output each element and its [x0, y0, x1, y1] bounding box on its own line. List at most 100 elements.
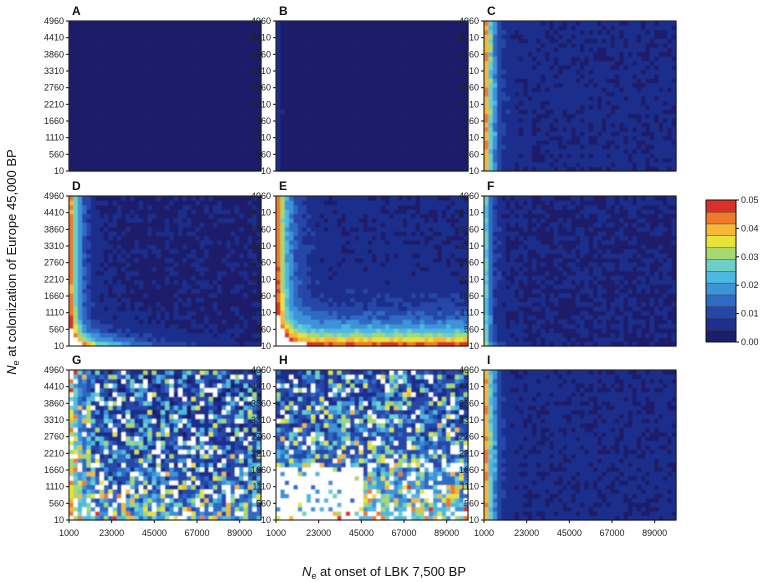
heat-cell — [454, 162, 460, 167]
heat-cell — [199, 104, 205, 110]
heat-cell — [121, 91, 127, 97]
heat-cell — [497, 34, 502, 40]
heat-cell — [186, 166, 192, 172]
heat-cell — [121, 51, 127, 57]
heat-cell — [385, 148, 390, 154]
heat-cell — [510, 135, 515, 141]
heat-cell — [549, 96, 555, 101]
heat-cell — [341, 34, 347, 40]
heat-cell — [121, 157, 127, 163]
heat-cell — [90, 87, 96, 92]
heat-cell — [173, 73, 179, 79]
heat-cell — [191, 87, 196, 92]
heat-cell — [169, 315, 175, 320]
heat-cell — [69, 148, 74, 154]
heat-cell — [217, 153, 223, 159]
heat-cell — [536, 91, 542, 97]
heat-cell — [372, 113, 377, 119]
heat-cell — [230, 73, 236, 79]
heat-cell — [103, 78, 109, 84]
plot-frame — [483, 20, 677, 172]
heat-cell — [125, 109, 131, 115]
heat-cell — [505, 144, 511, 150]
heat-cell — [350, 166, 355, 172]
heat-cell — [147, 69, 153, 75]
heat-cell — [632, 87, 638, 92]
heat-cell — [182, 60, 188, 66]
heat-cell — [328, 135, 334, 141]
heat-cell — [645, 38, 651, 44]
heat-cell — [437, 131, 443, 137]
heat-cell — [103, 319, 109, 325]
heat-cell — [293, 157, 299, 163]
heat-cell — [433, 162, 438, 167]
heat-cell — [345, 47, 351, 53]
heat-cell — [199, 25, 205, 31]
heat-cell — [662, 78, 668, 84]
heat-cell — [324, 131, 329, 137]
heat-cell — [208, 109, 214, 115]
heat-cell — [156, 51, 162, 57]
heat-cell — [95, 337, 100, 342]
heat-cell — [173, 38, 179, 44]
heat-cell — [549, 122, 555, 128]
heat-cell — [99, 82, 105, 88]
heat-cell — [276, 118, 281, 123]
heat-cell — [319, 65, 325, 70]
heat-cell — [641, 43, 646, 48]
heat-cell — [182, 140, 188, 145]
heat-cell — [492, 126, 498, 132]
heat-cell — [99, 113, 105, 119]
heat-cell — [182, 162, 188, 167]
heat-cell — [86, 135, 92, 141]
heat-cell — [130, 315, 135, 320]
heat-cell — [77, 78, 83, 84]
heat-cell — [160, 153, 166, 159]
heat-cell — [243, 38, 249, 44]
heat-cell — [186, 144, 192, 150]
heat-cell — [169, 337, 175, 342]
heat-cell — [518, 148, 524, 154]
heat-cell — [380, 100, 386, 106]
heat-cell — [247, 341, 253, 347]
heat-cell — [86, 100, 92, 106]
heat-cell — [230, 69, 236, 75]
heat-cell — [112, 341, 118, 347]
heat-cell — [173, 122, 179, 128]
heat-cell — [428, 65, 434, 70]
heat-cell — [217, 131, 223, 137]
heat-cell — [601, 87, 607, 92]
heat-cell — [505, 65, 511, 70]
heat-cell — [463, 96, 469, 101]
heat-cell — [649, 131, 655, 137]
heat-cell — [606, 43, 611, 48]
heat-cell — [406, 38, 412, 44]
heat-cell — [372, 56, 377, 62]
heat-cell — [204, 21, 210, 26]
heat-cell — [302, 140, 307, 145]
heat-cell — [289, 144, 294, 150]
heat-cell — [497, 21, 502, 26]
heat-cell — [610, 47, 616, 53]
heat-cell — [545, 157, 550, 163]
heat-cell — [636, 140, 642, 145]
heat-cell — [73, 113, 79, 119]
heat-cell — [247, 78, 253, 84]
heat-cell — [446, 47, 451, 53]
heat-cell — [247, 69, 253, 75]
heat-cell — [86, 337, 92, 342]
heat-cell — [199, 113, 205, 119]
heat-cell — [243, 315, 249, 320]
heat-cell — [147, 315, 153, 320]
heat-cell — [328, 153, 334, 159]
heat-cell — [662, 144, 668, 150]
heat-cell — [649, 38, 655, 44]
heat-cell — [411, 153, 417, 159]
heat-cell — [293, 21, 299, 26]
heat-cell — [293, 91, 299, 97]
heat-cell — [208, 310, 214, 316]
heat-cell — [376, 162, 382, 167]
heat-cell — [354, 29, 360, 35]
heat-cell — [165, 135, 170, 141]
heat-cell — [601, 34, 607, 40]
